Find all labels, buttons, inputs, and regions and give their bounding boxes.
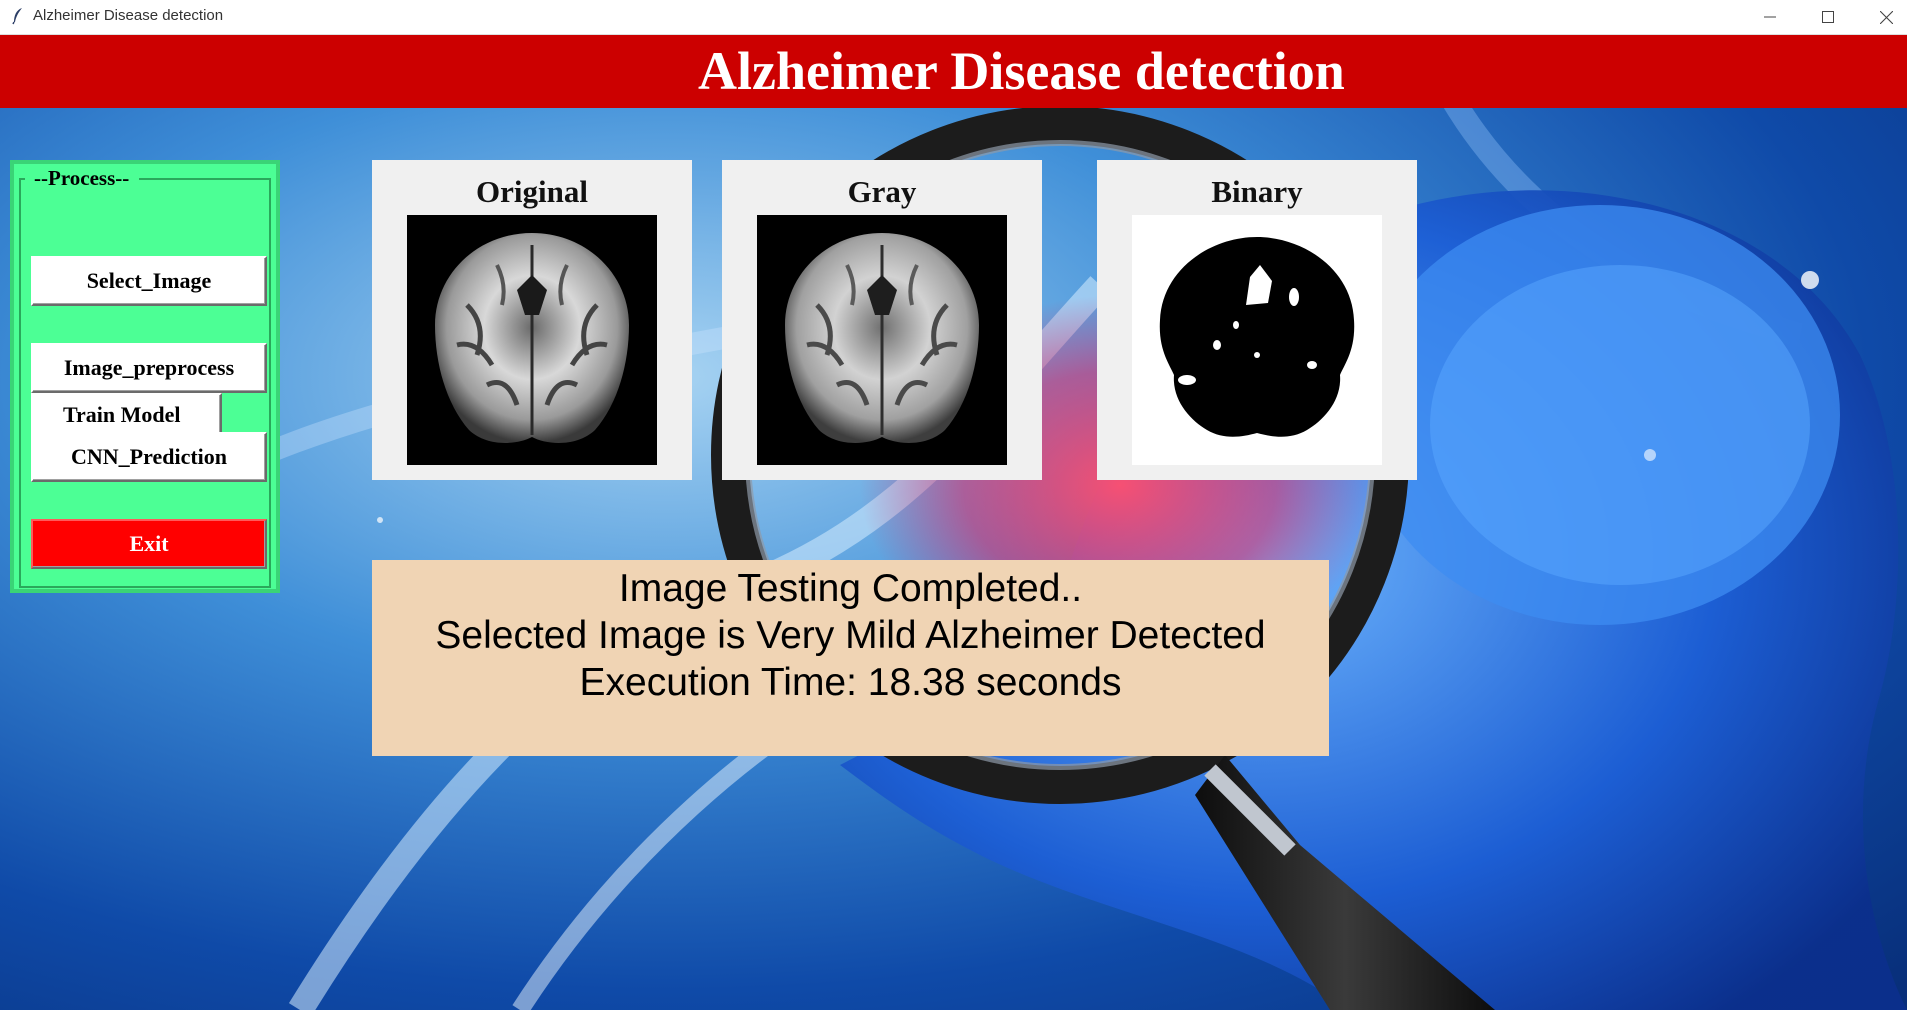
maximize-icon — [1822, 11, 1834, 23]
original-label: Original — [476, 174, 588, 209]
result-status-text: Image Testing Completed.. — [618, 567, 1083, 610]
feather-icon — [12, 8, 22, 25]
title-bar: Alzheimer Disease detection — [0, 0, 1907, 35]
result-execution-time-text: Execution Time: 18.38 seconds — [579, 661, 1122, 704]
result-panel: Image Testing Completed.. Selected Image… — [372, 560, 1329, 756]
window-title: Alzheimer Disease detection — [33, 7, 224, 24]
cnn-prediction-button[interactable]: CNN_Prediction — [31, 432, 267, 482]
binary-image-panel: Binary — [1097, 160, 1417, 480]
image-preprocess-button[interactable]: Image_preprocess — [31, 343, 267, 393]
page-title: Alzheimer Disease detection — [698, 41, 1345, 101]
result-diagnosis-text: Selected Image is Very Mild Alzheimer De… — [435, 614, 1266, 657]
binary-mri-image — [1132, 215, 1382, 465]
binary-label: Binary — [1211, 174, 1303, 209]
header-banner: Alzheimer Disease detection — [0, 35, 1907, 108]
process-panel: --Process-- Select_Image Image_preproces… — [10, 160, 280, 593]
maximize-button[interactable] — [1799, 0, 1857, 34]
close-button[interactable] — [1857, 0, 1907, 34]
gray-mri-image — [757, 215, 1007, 465]
gray-label: Gray — [847, 174, 917, 209]
process-legend: --Process-- — [32, 166, 132, 191]
original-image-panel: Original — [372, 160, 692, 480]
original-mri-image — [407, 215, 657, 465]
select-image-button[interactable]: Select_Image — [31, 256, 267, 306]
minimize-button[interactable] — [1741, 0, 1799, 34]
minimize-icon — [1764, 16, 1776, 18]
exit-button[interactable]: Exit — [31, 519, 267, 569]
process-group — [19, 178, 271, 588]
train-model-button[interactable]: Train Model — [31, 393, 222, 435]
gray-image-panel: Gray — [722, 160, 1042, 480]
close-icon — [1879, 10, 1893, 24]
